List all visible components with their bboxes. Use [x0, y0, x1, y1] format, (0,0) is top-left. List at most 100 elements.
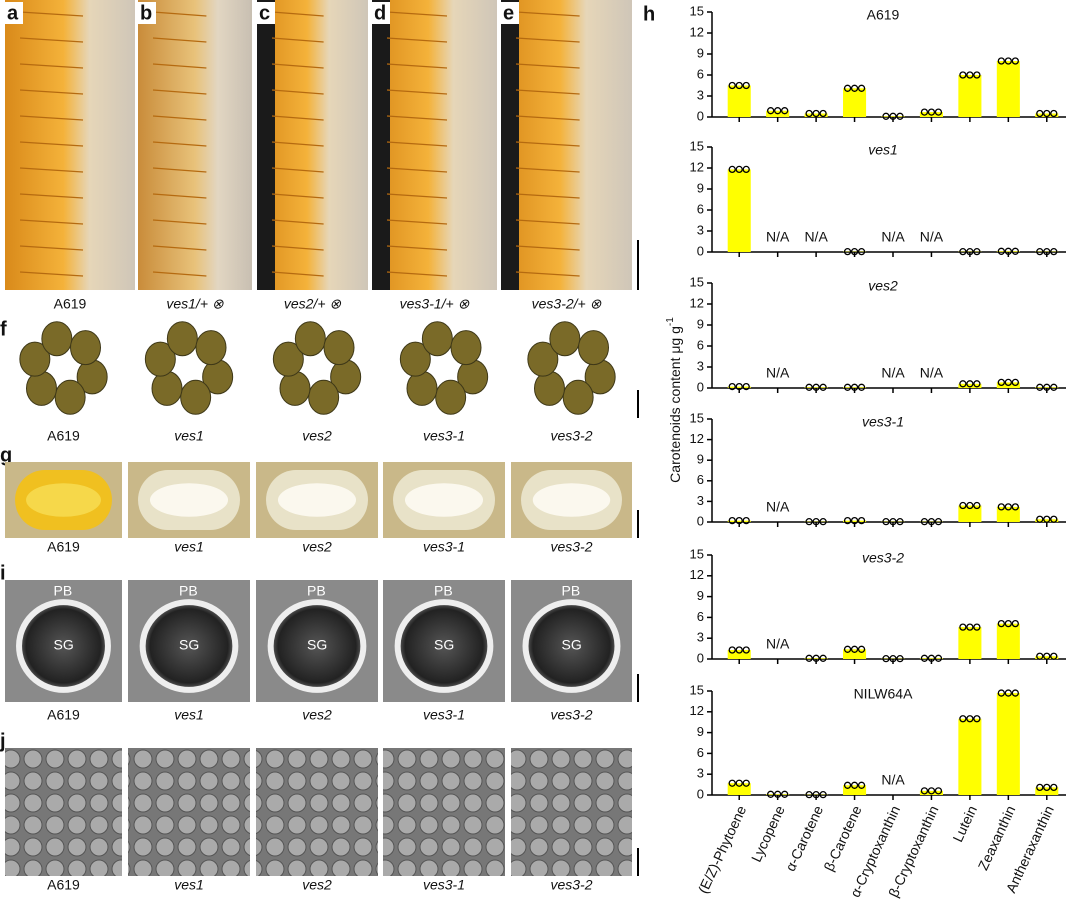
replicate-point: [1043, 783, 1051, 792]
kernel: [421, 321, 453, 357]
genotype-label: ves2: [302, 428, 332, 444]
replicate-point: [997, 247, 1005, 255]
kernel: [272, 341, 304, 377]
replicate-point: [959, 501, 967, 510]
starch-core: [149, 483, 229, 517]
panel-letter: i: [0, 562, 6, 584]
replicate-point: [850, 383, 859, 391]
replicate-point: [889, 112, 897, 120]
bar: [727, 783, 751, 795]
genotype-label: A619: [47, 707, 80, 723]
photo-bg: [501, 0, 519, 290]
replicate-point: [927, 518, 936, 526]
starch-granule: [267, 599, 367, 693]
y-tick-label: 12: [690, 431, 704, 446]
panel-letter: a: [7, 2, 19, 24]
replicate-point: [843, 645, 852, 653]
replicate-point: [973, 247, 981, 256]
replicate-point: [850, 247, 859, 256]
y-tick-label: 6: [697, 609, 704, 624]
replicate-point: [1011, 57, 1019, 65]
replicate-point: [857, 84, 866, 92]
replicate-point: [959, 71, 967, 79]
y-tick-label: 9: [697, 180, 704, 195]
genotype-label: ves3-1: [423, 707, 465, 723]
kernel: [578, 330, 610, 366]
replicate-point: [934, 787, 943, 795]
letter-bg: [372, 2, 390, 24]
replicate-point: [805, 654, 813, 662]
replicate-point: [805, 383, 813, 391]
value-label: N/A: [881, 772, 905, 788]
value-label: N/A: [766, 499, 790, 515]
bar: [843, 88, 867, 117]
kernel: [527, 341, 559, 377]
replicate-point: [850, 516, 859, 525]
x-tick-label: (E/Z)-Phytoene: [695, 803, 750, 896]
replicate-point: [857, 383, 866, 391]
sg-label: SG: [562, 637, 582, 653]
subplot-title: ves3-2: [862, 550, 904, 566]
value-label: N/A: [920, 229, 944, 245]
kernel-edge: [152, 271, 207, 277]
replicate-point: [742, 779, 750, 787]
replicate-point: [735, 646, 743, 654]
panel-letter: e: [503, 2, 514, 24]
replicate-point: [1036, 109, 1044, 118]
genotype-label: ves2: [302, 877, 332, 893]
kernel: [399, 341, 431, 377]
replicate-point: [1043, 247, 1051, 256]
bar: [843, 649, 867, 659]
replicate-point: [1050, 783, 1058, 792]
kernel-edge: [386, 115, 448, 121]
replicate-point: [920, 518, 929, 526]
kernel: [19, 341, 51, 377]
bar: [1035, 656, 1059, 659]
kernel-edge: [515, 11, 580, 17]
x-tick-label: α-Carotene: [782, 803, 826, 874]
replicate-point: [997, 378, 1005, 387]
letter-bg: [257, 2, 275, 24]
kernel: [166, 321, 198, 357]
replicate-point: [934, 654, 943, 662]
subplot-title: NILW64A: [854, 686, 914, 702]
genotype-label: ves2/+ ⊗: [284, 296, 342, 312]
replicate-point: [781, 790, 789, 798]
replicate-point: [728, 646, 736, 654]
replicate-point: [1004, 503, 1012, 511]
y-tick-label: 12: [690, 703, 704, 718]
kernel: [54, 379, 86, 415]
kernel-edge: [515, 193, 580, 199]
replicate-point: [1050, 383, 1058, 391]
genotype-label: ves1: [174, 877, 204, 893]
kernel-edge: [515, 37, 580, 43]
bar: [727, 169, 751, 252]
pb-label: PB: [54, 583, 73, 599]
replicate-point: [819, 654, 827, 662]
replicate-point: [1004, 619, 1012, 628]
replicate-point: [966, 715, 974, 723]
replicate-point: [973, 71, 981, 79]
y-tick-label: 9: [697, 452, 704, 467]
replicate-point: [857, 645, 866, 653]
replicate-point: [728, 165, 736, 174]
replicate-point: [896, 112, 904, 120]
pb-label: PB: [307, 583, 326, 599]
bar: [804, 113, 828, 117]
sem-image: [256, 748, 378, 876]
pb-label: PB: [434, 583, 453, 599]
kernel-edge: [271, 115, 324, 121]
x-tick-label: Zeaxanthin: [975, 803, 1019, 873]
kernel-edge: [19, 89, 84, 95]
replicate-point: [812, 109, 820, 118]
replicate-point: [927, 108, 936, 116]
replicate-point: [997, 57, 1005, 65]
replicate-point: [742, 81, 750, 90]
kernel-edge: [152, 245, 207, 251]
bar: [843, 785, 867, 795]
replicate-point: [920, 787, 929, 795]
starch-granule: [16, 599, 111, 693]
y-tick-label: 12: [690, 159, 704, 174]
value-label: N/A: [766, 636, 790, 652]
bar: [996, 623, 1020, 659]
